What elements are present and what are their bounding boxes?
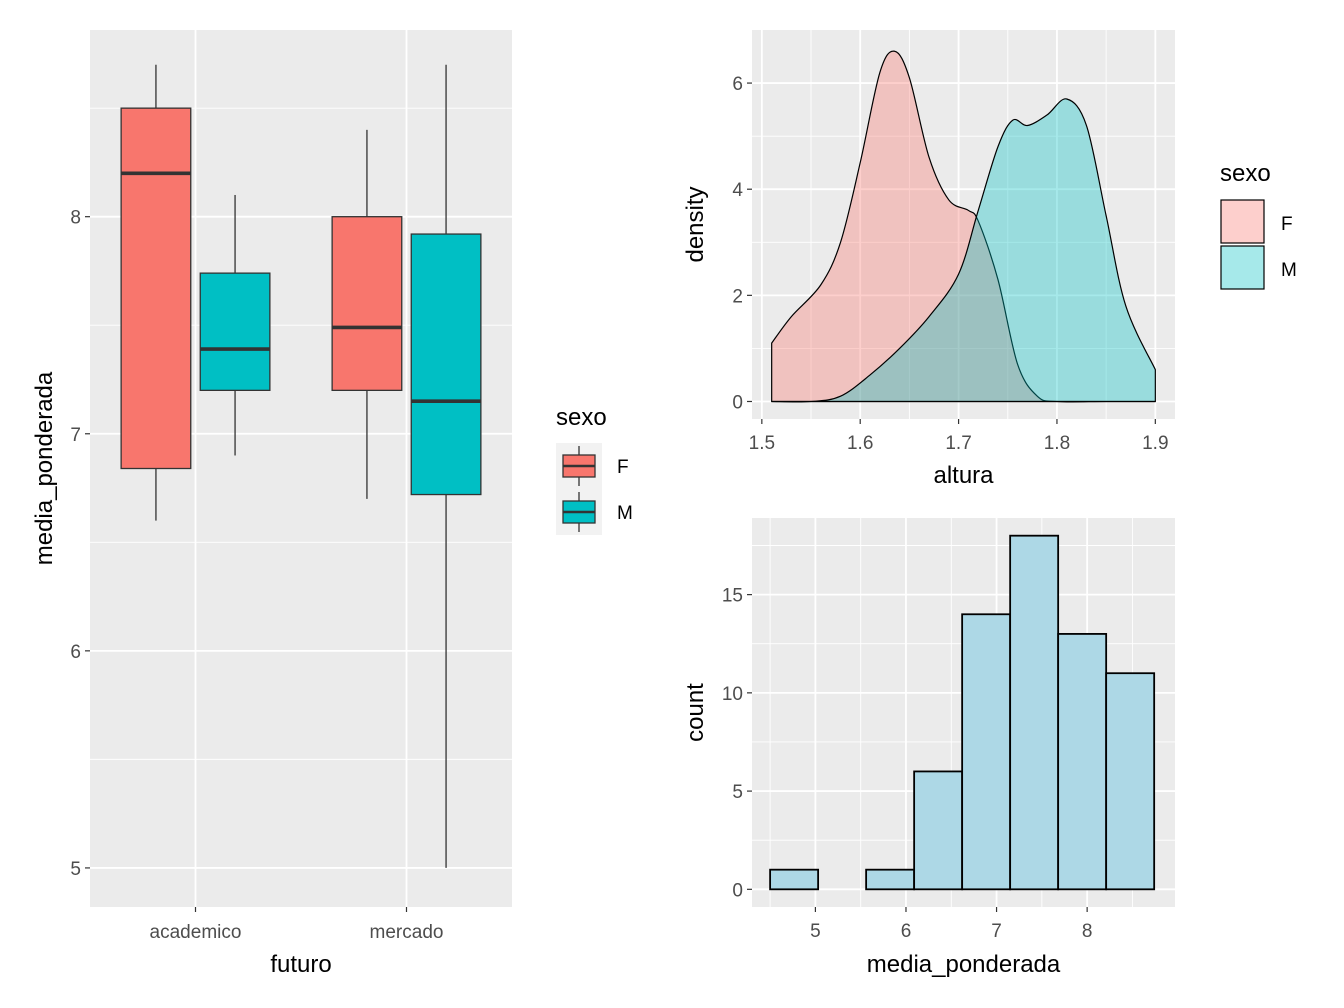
density-y-ticks: 0 2 4 6	[732, 74, 752, 413]
histogram-bar	[961, 613, 1012, 891]
legend-key-F	[1220, 199, 1265, 244]
legend-label-M: M	[1281, 260, 1297, 281]
histogram-chart: 0 5 10 15 5 6 7 8 media_ponderada count	[682, 518, 1175, 978]
x-tick-label: mercado	[370, 922, 444, 943]
density-x-ticks: 1.5 1.6 1.7 1.8 1.9	[749, 419, 1169, 454]
x-tick-label: 5	[810, 921, 821, 942]
density-x-axis-title: altura	[933, 462, 994, 489]
legend-label-F: F	[1281, 214, 1293, 235]
density-area-M	[771, 98, 1156, 402]
boxplot-x-ticks: academico mercado	[150, 907, 444, 943]
histogram-bar	[1009, 534, 1060, 891]
y-tick-label: 8	[70, 208, 81, 229]
boxplot-x-axis-title: futuro	[270, 951, 331, 978]
legend-label-F: F	[617, 457, 629, 478]
density-y-axis-title: density	[682, 186, 709, 262]
y-tick-label: 0	[732, 880, 743, 901]
histogram-y-axis-title: count	[682, 683, 709, 742]
legend-label-M: M	[617, 503, 633, 524]
boxplot-legend-title: sexo	[556, 404, 607, 431]
density-chart: 0 2 4 6 1.5 1.6 1.7 1.8 1.9 altura density sexo…	[682, 30, 1297, 489]
y-tick-label: 5	[70, 859, 81, 880]
y-tick-label: 15	[722, 586, 743, 607]
histogram-bar	[1105, 672, 1156, 891]
box-mercado-F	[331, 216, 403, 392]
legend-key-M	[1220, 245, 1265, 290]
boxplot-legend: sexo F M	[556, 404, 633, 535]
x-tick-label: 8	[1082, 921, 1093, 942]
y-tick-label: 10	[722, 684, 743, 705]
x-tick-label: 1.5	[749, 433, 775, 454]
histogram-y-ticks: 0 5 10 15	[722, 586, 752, 901]
histogram-bar	[769, 868, 820, 891]
x-tick-label: 1.7	[945, 433, 971, 454]
x-tick-label: 7	[991, 921, 1002, 942]
y-tick-label: 6	[70, 642, 81, 663]
boxplot-y-axis-title: media_ponderada	[31, 371, 58, 565]
y-tick-label: 5	[732, 782, 743, 803]
density-outline-M	[771, 98, 1156, 403]
boxplot-y-ticks: 5 6 7 8	[70, 208, 90, 880]
density-area-F	[771, 51, 1156, 402]
x-tick-label: 6	[901, 921, 912, 942]
y-tick-label: 4	[732, 180, 743, 201]
box-academico-F	[120, 107, 192, 470]
box-mercado-M	[410, 233, 482, 496]
density-legend: sexo F M	[1220, 160, 1297, 290]
x-tick-label: 1.6	[847, 433, 873, 454]
histogram-x-ticks: 5 6 7 8	[810, 907, 1092, 942]
histogram-marks	[769, 534, 1156, 891]
x-tick-label: academico	[150, 922, 242, 943]
density-outline-F	[771, 50, 1156, 403]
histogram-bar	[913, 770, 964, 891]
boxplot-marks	[120, 64, 482, 868]
y-tick-label: 0	[732, 392, 743, 413]
histogram-bar	[1057, 633, 1108, 891]
histogram-bar	[865, 868, 916, 891]
y-tick-label: 7	[70, 425, 81, 446]
histogram-x-axis-title: media_ponderada	[867, 951, 1061, 978]
y-tick-label: 6	[732, 74, 743, 95]
box-academico-M	[199, 272, 271, 392]
density-marks	[771, 50, 1156, 403]
x-tick-label: 1.8	[1044, 433, 1070, 454]
boxplot-chart: 5 6 7 8 academico mercado futuro media_ponde…	[31, 30, 633, 978]
density-legend-title: sexo	[1220, 160, 1271, 187]
x-tick-label: 1.9	[1142, 433, 1168, 454]
density-plot-background	[752, 30, 1175, 419]
y-tick-label: 2	[732, 286, 743, 307]
